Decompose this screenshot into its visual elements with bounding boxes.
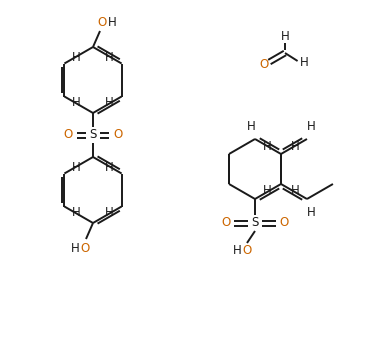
Text: H: H [72,96,81,109]
Text: S: S [251,217,259,230]
Text: H: H [247,119,255,132]
Text: H: H [307,119,315,132]
Text: H: H [72,161,81,174]
Text: H: H [263,140,271,153]
Text: H: H [281,30,289,43]
Text: H: H [72,206,81,219]
Text: H: H [71,242,79,255]
Text: O: O [113,129,123,142]
Text: H: H [105,161,114,174]
Text: O: O [97,16,107,29]
Text: H: H [307,205,315,218]
Text: O: O [260,58,269,71]
Text: H: H [233,244,241,257]
Text: S: S [89,129,97,142]
Text: H: H [72,51,81,64]
Text: H: H [105,51,114,64]
Text: O: O [63,129,73,142]
Text: O: O [242,244,252,257]
Text: H: H [291,140,300,153]
Text: H: H [291,184,300,197]
Text: H: H [300,56,309,69]
Text: O: O [280,217,289,230]
Text: H: H [105,206,114,219]
Text: O: O [221,217,231,230]
Text: H: H [105,96,114,109]
Text: H: H [263,184,271,197]
Text: H: H [108,16,117,29]
Text: O: O [81,242,90,255]
